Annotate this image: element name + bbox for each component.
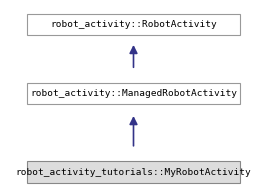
Text: robot_activity::RobotActivity: robot_activity::RobotActivity (50, 20, 217, 29)
Text: robot_activity::ManagedRobotActivity: robot_activity::ManagedRobotActivity (30, 89, 237, 98)
FancyBboxPatch shape (27, 161, 240, 183)
Text: robot_activity_tutorials::MyRobotActivity: robot_activity_tutorials::MyRobotActivit… (16, 168, 251, 177)
FancyBboxPatch shape (27, 83, 240, 104)
FancyBboxPatch shape (27, 14, 240, 35)
